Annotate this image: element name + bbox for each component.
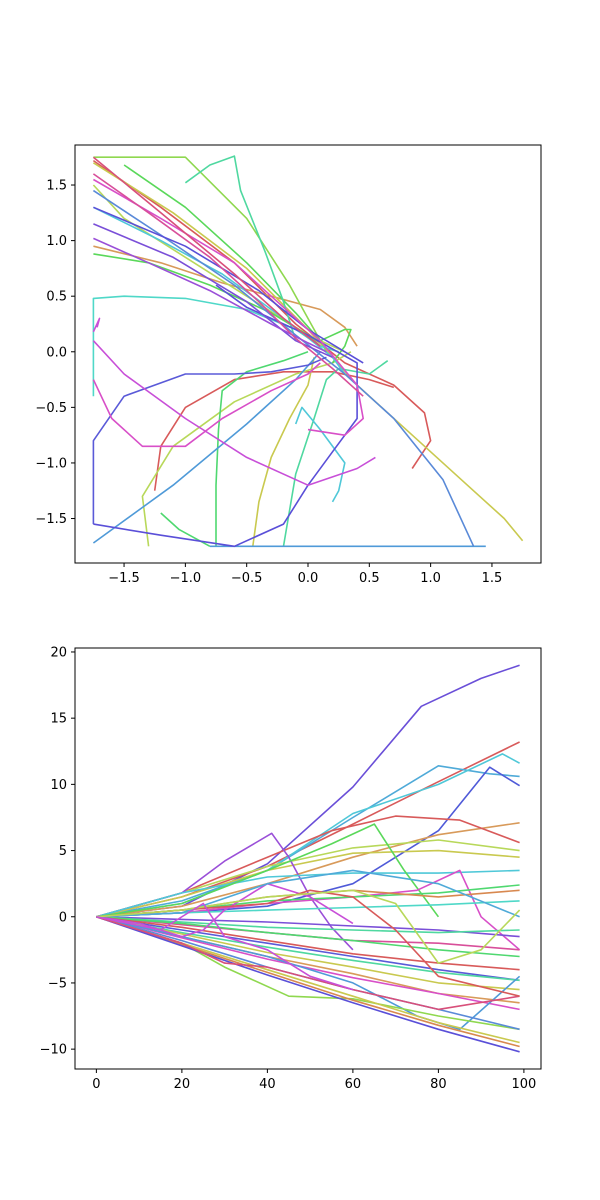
top-y-tick-label: 1.0 xyxy=(46,234,67,249)
top-y-tick-label: 0.5 xyxy=(46,290,67,305)
top-x-tick-label: 0.5 xyxy=(359,571,380,586)
top-series-line-4 xyxy=(252,357,315,547)
top-series-line-23 xyxy=(93,223,333,359)
bottom-series-line-32 xyxy=(96,916,520,1011)
bottom-plot-series-group xyxy=(96,664,521,1053)
top-plot-series-group xyxy=(92,155,524,548)
bottom-y-tick-label: 20 xyxy=(50,645,67,660)
bottom-series-line-37 xyxy=(96,902,354,991)
bottom-x-tick-label: 80 xyxy=(430,1077,447,1092)
bottom-series-line-12 xyxy=(96,869,521,951)
top-series-line-15 xyxy=(294,406,346,503)
bottom-y-tick-label: 5 xyxy=(59,844,67,859)
top-series-line-1 xyxy=(153,370,395,491)
bottom-series-line-25 xyxy=(96,916,520,1011)
bottom-y-tick-label: −10 xyxy=(40,1043,67,1058)
top-series-line-22 xyxy=(93,206,364,364)
top-series-line-17 xyxy=(92,351,321,544)
bottom-series-line-21 xyxy=(96,916,520,982)
top-x-tick-label: 1.5 xyxy=(482,571,503,586)
bottom-series-line-16 xyxy=(96,916,520,938)
bottom-x-tick-label: 0 xyxy=(92,1077,100,1092)
bottom-series-line-10 xyxy=(96,869,520,918)
bottom-y-tick-label: 10 xyxy=(50,778,67,793)
bottom-series-line-19 xyxy=(96,916,520,958)
top-x-tick-label: −1.5 xyxy=(108,571,140,586)
top-x-tick-label: 1.0 xyxy=(420,571,441,586)
bottom-x-tick-label: 100 xyxy=(511,1077,536,1092)
bottom-y-tick-label: 15 xyxy=(50,712,67,727)
bottom-series-line-17 xyxy=(96,916,520,934)
bottom-series-line-5 xyxy=(96,822,520,918)
top-series-line-26 xyxy=(92,317,101,333)
top-x-tick-label: 0.0 xyxy=(298,571,319,586)
bottom-series-line-7 xyxy=(96,849,520,918)
top-series-line-19 xyxy=(92,189,475,547)
top-series-line-25 xyxy=(92,340,376,487)
top-series-line-30 xyxy=(92,156,321,347)
bottom-series-line-11 xyxy=(96,823,440,918)
top-series-line-7 xyxy=(93,156,328,353)
top-x-tick-label: −1.0 xyxy=(170,571,202,586)
bottom-x-tick-label: 20 xyxy=(174,1077,191,1092)
bottom-series-line-23 xyxy=(96,916,520,991)
top-series-line-27 xyxy=(92,362,321,448)
bottom-x-tick-label: 60 xyxy=(345,1077,362,1092)
bottom-series-line-2 xyxy=(96,764,520,918)
top-y-tick-label: 0.0 xyxy=(46,345,67,360)
bottom-series-line-31 xyxy=(96,916,520,1053)
top-series-line-21 xyxy=(93,284,358,548)
bottom-x-tick-label: 40 xyxy=(259,1077,276,1092)
top-y-tick-label: −1.5 xyxy=(35,512,67,527)
top-y-tick-label: −0.5 xyxy=(35,401,67,416)
top-y-tick-label: −1.0 xyxy=(35,456,67,471)
bottom-y-tick-label: 0 xyxy=(59,910,67,925)
top-plot-axes: −1.5 −1.0 −0.5 0.0 0.5 1.0 1.5 −1.5 −1.0 −0.5 0.0 0… xyxy=(35,144,542,586)
bottom-y-tick-label: −5 xyxy=(48,976,67,991)
top-series-line-24 xyxy=(93,237,327,353)
top-y-tick-label: 1.5 xyxy=(46,179,67,194)
top-x-tick-label: −0.5 xyxy=(231,571,263,586)
top-series-line-29 xyxy=(92,173,364,397)
bottom-series-line-34 xyxy=(96,889,520,997)
top-series-line-12 xyxy=(184,155,297,341)
top-series-line-13 xyxy=(282,360,389,547)
bottom-series-line-9 xyxy=(96,832,354,951)
bottom-plot-frame xyxy=(74,647,542,1070)
top-series-line-10 xyxy=(215,351,309,547)
bottom-series-line-22 xyxy=(96,916,520,982)
top-series-line-0 xyxy=(92,159,432,469)
top-series-line-20 xyxy=(92,356,327,525)
bottom-plot-axes: 0 20 40 60 80 100 −10 −5 0 5 10 15 20 xyxy=(40,645,542,1092)
bottom-series-line-35 xyxy=(96,869,520,918)
bottom-series-line-30 xyxy=(96,916,520,1048)
